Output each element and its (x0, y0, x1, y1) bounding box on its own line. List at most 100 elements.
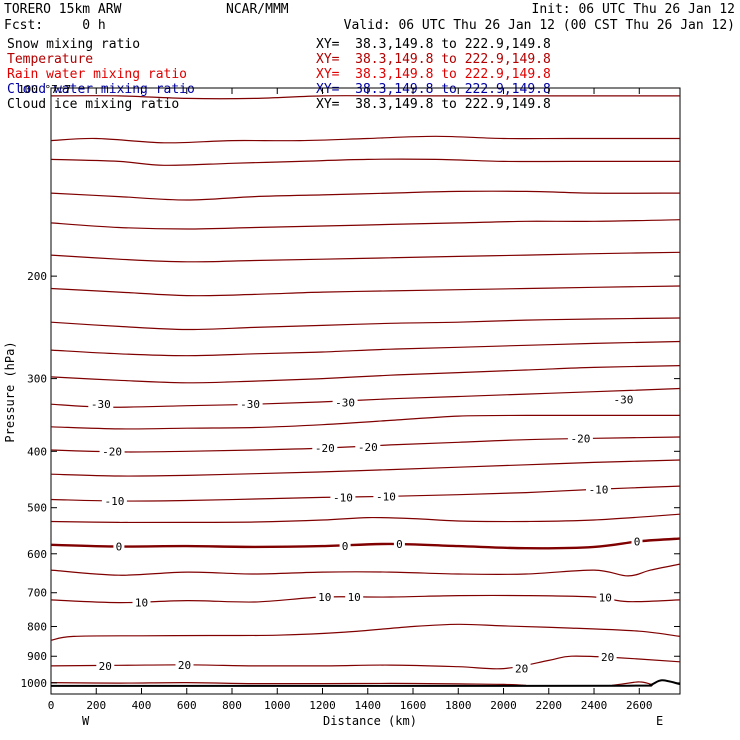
contour-label-bg-17 (315, 591, 334, 603)
x-tick-label-10: 2000 (490, 699, 517, 712)
contour-label-bg-20 (96, 659, 115, 672)
terrain-layer (50, 679, 681, 687)
contour-label-19: 10 (599, 591, 612, 604)
temperature-contour-m35-7 (50, 317, 681, 331)
contour-label-bg-3 (610, 393, 636, 406)
init-time: Init: 06 UTC Thu 26 Jan 12 (532, 2, 736, 17)
contour-label-7: -20 (570, 432, 590, 445)
y-tick-label-2: 400 (27, 445, 47, 458)
temperature-contour-m25-11 (50, 414, 680, 430)
temperature-contour-m50-4 (50, 219, 681, 230)
forecast-hour: Fcst: 0 h (4, 18, 106, 33)
y-tick-label-6: 800 (27, 620, 47, 633)
x-tick-label-5: 1000 (264, 699, 291, 712)
contour-label-bg-6 (355, 440, 381, 453)
temperature-contour-m45-5 (50, 251, 681, 263)
contour-label-bg-11 (586, 483, 611, 496)
contour-label-23: 20 (601, 651, 614, 664)
overlap-artifact-text: 100 °7.7 (18, 83, 71, 96)
contour-label-21: 20 (178, 659, 191, 672)
field-label-snow: Snow mixing ratio (7, 37, 140, 52)
temperature-contour-m55-3 (50, 190, 681, 201)
field-xy-snow: XY= 38.3,149.8 to 222.9,149.8 (316, 37, 551, 52)
contour-label-12: 0 (116, 541, 123, 554)
valid-time: Valid: 06 UTC Thu 26 Jan 12 (00 CST Thu … (344, 18, 735, 33)
x-tick-label-13: 2600 (626, 699, 653, 712)
x-axis-title: Distance (km) (323, 714, 417, 728)
contour-label-13: 0 (342, 540, 349, 553)
contour-label-bg-2 (332, 396, 358, 409)
contour-label-bg-5 (312, 442, 338, 455)
y-tick-label-1: 300 (27, 373, 47, 386)
contour-label-bg-23 (598, 651, 617, 664)
contour-label-9: -10 (333, 491, 353, 504)
contour-label-bg-12 (113, 540, 125, 553)
contour-label-5: -20 (315, 442, 335, 455)
contour-label-bg-16 (132, 596, 151, 609)
temperature-contour-m25-9 (50, 365, 681, 384)
contour-label-bg-18 (345, 591, 364, 603)
temperature-contour-m30-10 (50, 387, 681, 408)
contour-label-bg-7 (567, 432, 593, 445)
axis-layer: 0 200 400 600 800 1000 1200 1400 1600 1800 2000 220… (21, 88, 680, 712)
contour-label-3: -30 (613, 394, 633, 407)
contour-label-bg-9 (330, 491, 356, 504)
temperature-contour-25-21 (50, 681, 527, 686)
y-tick-label-4: 600 (27, 548, 47, 561)
contour-label-bg-8 (101, 495, 127, 507)
contour-label-17: 10 (318, 591, 331, 604)
field-xy-rain: XY= 38.3,149.8 to 222.9,149.8 (316, 67, 551, 82)
x-tick-label-8: 1600 (400, 699, 427, 712)
y-axis-title: Pressure (hPa) (3, 341, 17, 442)
contour-label-15: 0 (634, 536, 641, 549)
contour-label-bg-15 (631, 535, 643, 548)
temperature-contour-m65-1 (50, 135, 680, 144)
field-label-rain: Rain water mixing ratio (7, 67, 187, 82)
contour-label-0: -30 (91, 398, 111, 411)
contour-label-22: 20 (515, 663, 528, 676)
contour-label-bg-22 (512, 662, 531, 675)
plot-frame (50, 87, 681, 695)
contour-label-8: -10 (104, 495, 124, 508)
field-legend: Snow mixing ratio XY= 38.3,149.8 to 222.… (7, 37, 551, 112)
contour-label-1: -30 (240, 398, 260, 411)
x-tick-label-4: 800 (222, 699, 242, 712)
temperature-contour-5-17 (50, 563, 681, 577)
header-block: TORERO 15km ARW NCAR/MMM Init: 06 UTC Th… (4, 2, 735, 33)
y-tick-label-7: 900 (27, 650, 47, 663)
contour-label-4: -20 (102, 445, 122, 458)
contour-label-2: -30 (335, 397, 355, 410)
temperature-contour-m5-15 (50, 513, 681, 524)
x-tick-label-9: 1800 (445, 699, 472, 712)
x-tick-label-0: 0 (48, 699, 55, 712)
contour-label-bg-1 (237, 398, 263, 411)
contour-label-bg-4 (99, 445, 125, 458)
x-tick-label-3: 600 (177, 699, 197, 712)
x-tick-label-12: 2400 (581, 699, 608, 712)
temperature-contour-m40-6 (50, 285, 681, 297)
field-xy-temperature: XY= 38.3,149.8 to 222.9,149.8 (316, 52, 551, 67)
temperature-contour-m60-2 (50, 158, 680, 166)
contour-label-bg-21 (175, 659, 194, 672)
y-tick-label-0: 200 (27, 270, 47, 283)
temperature-contour-15-19 (50, 623, 681, 641)
contour-label-14: 0 (396, 538, 403, 551)
contour-label-bg-13 (339, 540, 351, 553)
center-title: NCAR/MMM (226, 2, 289, 17)
temperature-contour-m30-8 (50, 340, 681, 357)
temperature-contour-20-20 (50, 655, 681, 670)
contour-label-10: -10 (376, 490, 396, 503)
contour-label-bg-14 (393, 537, 405, 550)
y-tick-label-3: 500 (27, 502, 47, 515)
contour-label-11: -10 (589, 483, 609, 496)
contour-label-bg-10 (373, 490, 399, 503)
x-tick-label-7: 1400 (355, 699, 382, 712)
contour-label-bg-0 (88, 398, 114, 411)
contour-label-16: 10 (135, 597, 148, 610)
field-label-temperature: Temperature (7, 52, 93, 67)
temperature-contour-0-16 (50, 537, 681, 550)
temperature-contour-m15-13 (50, 459, 681, 477)
x-tick-label-6: 1200 (309, 699, 336, 712)
x-tick-label-1: 200 (86, 699, 106, 712)
